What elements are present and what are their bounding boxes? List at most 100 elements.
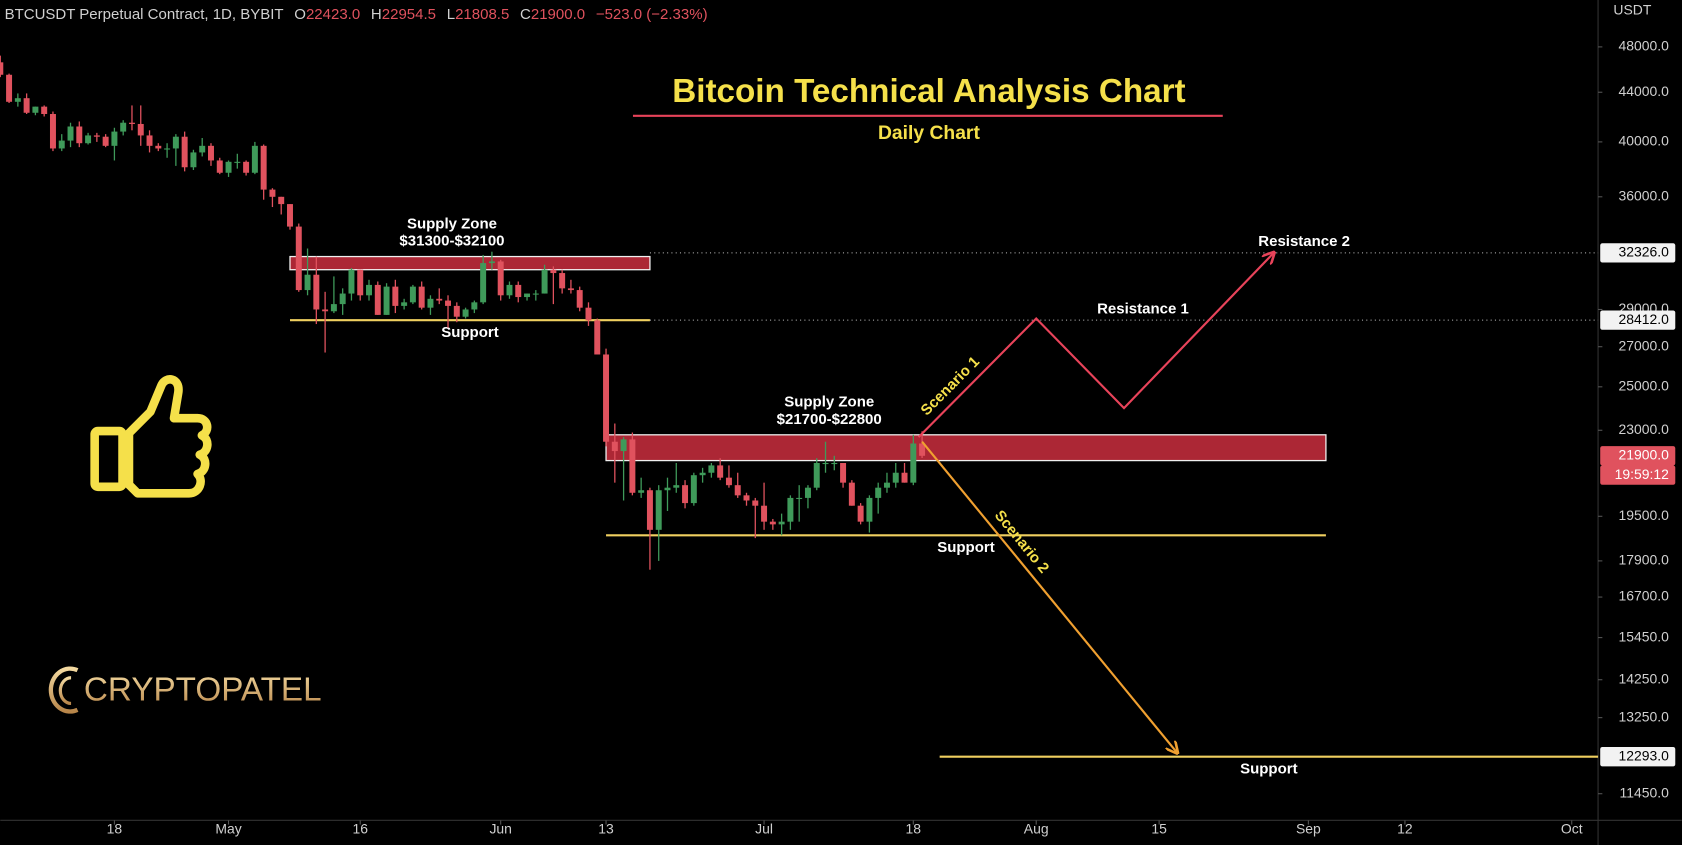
candle-body — [76, 126, 83, 144]
candle-body — [225, 161, 232, 173]
candle-body — [567, 288, 574, 291]
price-marker-box — [1600, 243, 1676, 263]
candle-body — [401, 302, 408, 306]
candle-body — [796, 497, 803, 499]
candle-body — [164, 148, 171, 150]
candle-body — [287, 204, 293, 227]
zone-label: $21700-$22800 — [777, 411, 882, 428]
candle-body — [304, 274, 311, 291]
candle-body — [32, 106, 39, 113]
candle-body — [14, 98, 21, 102]
chart-title: Bitcoin Technical Analysis Chart — [672, 73, 1185, 110]
y-tick-label: 19500.0 — [1618, 507, 1669, 523]
candle-body — [532, 293, 539, 295]
x-tick-label: Oct — [1561, 821, 1583, 837]
candle-body — [506, 284, 513, 296]
candle-body — [339, 293, 346, 305]
header-ohlc-prefix: C — [520, 6, 531, 23]
candle-body — [6, 74, 13, 102]
candle-body — [85, 135, 92, 144]
x-tick-label: Aug — [1024, 821, 1049, 837]
candle-body — [629, 439, 636, 493]
candle-body — [840, 462, 847, 483]
candle-body — [769, 521, 776, 525]
resistance-label: Resistance 1 — [1097, 300, 1189, 317]
header-change: −523.0 (−2.33%) — [596, 6, 708, 23]
brand-text: CRYPTOPATEL — [84, 671, 322, 708]
candle-body — [515, 284, 522, 298]
candle-body — [409, 286, 416, 303]
y-tick-label: 44000.0 — [1618, 83, 1669, 99]
candle-body — [418, 286, 425, 308]
candle-body — [655, 490, 662, 530]
countdown-label: 19:59:12 — [1615, 466, 1670, 482]
candle-body — [892, 472, 899, 483]
candle-body — [93, 135, 100, 137]
candle-body — [594, 320, 601, 355]
candle-body — [102, 136, 109, 146]
x-tick-label: 15 — [1151, 821, 1167, 837]
header-ohlc-value: 22423.0 — [306, 6, 360, 23]
chart-subtitle: Daily Chart — [878, 123, 980, 144]
candle-body — [453, 305, 460, 317]
candle-body — [260, 145, 267, 190]
candle-body — [919, 443, 926, 456]
candle-body — [848, 482, 855, 506]
candle-body — [778, 521, 785, 525]
zone-label: $31300-$32100 — [399, 233, 504, 250]
support-label: Support — [937, 539, 994, 556]
candle-body — [910, 443, 917, 483]
y-tick-label: 25000.0 — [1618, 378, 1669, 394]
header-ohlc-prefix: O — [294, 6, 306, 23]
candle-body — [269, 189, 276, 197]
candle-body — [611, 441, 618, 452]
candle-body — [278, 196, 285, 205]
x-tick-label: May — [215, 821, 241, 837]
x-tick-label: 18 — [906, 821, 922, 837]
price-marker-box — [1600, 310, 1676, 330]
candle-body — [172, 136, 179, 149]
support-label: Support — [1240, 761, 1298, 778]
candle-body — [128, 122, 135, 124]
y-unit: USDT — [1613, 1, 1651, 17]
candle-body — [857, 505, 864, 522]
candle-body — [462, 309, 469, 317]
candle-body — [41, 106, 48, 115]
x-tick-label: 13 — [598, 821, 614, 837]
header-ohlc-prefix: H — [371, 6, 382, 23]
candle-body — [488, 261, 495, 264]
price-marker-label: 21900.0 — [1618, 446, 1669, 462]
y-tick-label: 48000.0 — [1618, 38, 1669, 54]
candle-body — [392, 286, 399, 306]
y-tick-label: 40000.0 — [1618, 133, 1669, 149]
candle-body — [49, 114, 56, 149]
candle-body — [216, 160, 223, 173]
brand-logo: CRYPTOPATEL — [48, 666, 322, 714]
candle-body — [208, 145, 214, 161]
candle-body — [348, 269, 355, 294]
y-tick-label: 23000.0 — [1618, 421, 1669, 437]
candle-body — [787, 497, 794, 522]
zone-name: Supply Zone — [407, 215, 497, 232]
price-marker-label: 32326.0 — [1618, 244, 1669, 260]
candle-body — [822, 462, 829, 465]
price-marker-box — [1600, 446, 1676, 466]
header: BTCUSDT Perpetual Contract, 1D, BYBIT O22… — [5, 6, 708, 23]
candle-body — [901, 472, 908, 483]
candle-body — [471, 302, 478, 310]
candle-body — [646, 490, 653, 530]
candle-body — [734, 485, 741, 496]
candle-body — [137, 123, 144, 136]
header-ohlc-value: 22954.5 — [382, 6, 436, 23]
thumbs-up-icon — [90, 375, 212, 498]
candle-body — [0, 62, 4, 75]
candle-body — [427, 298, 434, 308]
candle-body — [620, 439, 627, 452]
candle-body — [708, 465, 715, 473]
y-tick-label: 17900.0 — [1618, 552, 1669, 568]
candle-body — [23, 98, 30, 113]
x-tick-label: 16 — [352, 821, 368, 837]
support-label: Support — [441, 324, 499, 341]
